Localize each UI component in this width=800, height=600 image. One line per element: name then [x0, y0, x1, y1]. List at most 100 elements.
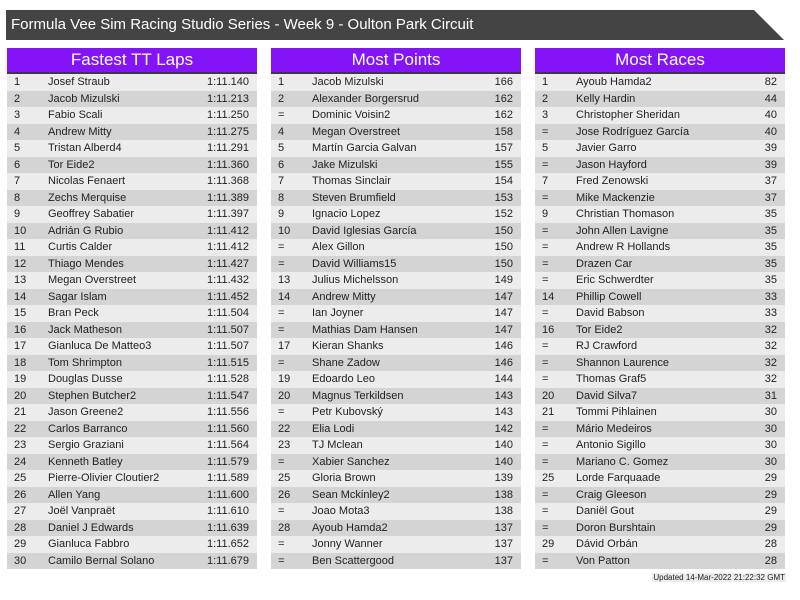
table-row: = Petr Kubovský 143	[271, 404, 521, 421]
driver-name: Jonny Wanner	[312, 538, 383, 550]
value: 32	[764, 373, 777, 385]
value: 146	[494, 356, 513, 369]
rank: 28	[14, 521, 27, 534]
driver-name: Carlos Barranco	[48, 422, 128, 435]
driver-name: Camilo Bernal Solano	[48, 554, 155, 567]
driver-name: Josef Straub	[48, 76, 110, 88]
table-row: 20 David Silva7 31	[535, 387, 785, 404]
driver-name: Jake Mizulski	[312, 158, 378, 171]
page-title: Formula Vee Sim Racing Studio Series - W…	[6, 10, 784, 40]
rank: 8	[278, 191, 285, 204]
driver-name: Drazen Car	[576, 257, 633, 270]
rank: 5	[278, 142, 285, 154]
rank: =	[278, 356, 285, 369]
value: 150	[494, 241, 513, 253]
table-row: 28 Daniel J Edwards 1:11.639	[7, 519, 257, 536]
driver-name: Phillip Cowell	[576, 290, 642, 303]
rank: 1	[14, 76, 21, 88]
table-row: = Eric Schwerdter 35	[535, 272, 785, 289]
value: 32	[764, 340, 777, 352]
table-row: 17 Kieran Shanks 146	[271, 338, 521, 355]
table-row: 7 Nicolas Fenaert 1:11.368	[7, 173, 257, 190]
table-row: 30 Camilo Bernal Solano 1:11.679	[7, 552, 257, 569]
driver-name: Von Patton	[576, 554, 630, 567]
driver-name: Jason Hayford	[576, 158, 647, 171]
value: 31	[764, 389, 777, 402]
driver-name: Thomas Graf5	[576, 373, 647, 385]
value: 1:11.360	[206, 158, 249, 171]
driver-name: RJ Crawford	[576, 340, 638, 352]
table-row: = Joao Mota3 138	[271, 503, 521, 520]
value: 1:11.560	[206, 422, 249, 435]
value: 158	[494, 125, 513, 138]
value: 137	[494, 521, 513, 534]
table-row: 13 Megan Overstreet 1:11.432	[7, 272, 257, 289]
table-row: = Dominic Voisin2 162	[271, 107, 521, 124]
table-row: = Mariano C. Gomez 30	[535, 453, 785, 470]
value: 1:11.412	[206, 224, 249, 237]
table-row: 13 Julius Michelsson 149	[271, 272, 521, 289]
rank: =	[278, 406, 285, 418]
value: 1:11.639	[206, 521, 249, 534]
table-row: = Antonio Sigillo 30	[535, 437, 785, 454]
table-row: 2 Jacob Mizulski 1:11.213	[7, 90, 257, 107]
driver-name: Zechs Merquise	[48, 191, 127, 204]
driver-name: Magnus Terkildsen	[312, 389, 404, 402]
table-row: 8 Steven Brumfield 153	[271, 189, 521, 206]
rank: 4	[278, 125, 285, 138]
value: 1:11.397	[206, 208, 249, 220]
driver-name: Mathias Dam Hansen	[312, 323, 418, 336]
value: 157	[494, 142, 513, 154]
value: 1:11.579	[206, 455, 249, 468]
table-row: 6 Jake Mizulski 155	[271, 156, 521, 173]
value: 147	[494, 307, 513, 319]
driver-name: Antonio Sigillo	[576, 439, 646, 451]
table-row: = Mike Mackenzie 37	[535, 189, 785, 206]
updated-timestamp: Updated 14-Mar-2022 21:22:32 GMT	[652, 573, 786, 582]
rank: =	[542, 488, 549, 501]
value: 1:11.564	[206, 439, 249, 451]
value: 138	[494, 488, 513, 501]
driver-name: Sergio Graziani	[48, 439, 124, 451]
table-row: 8 Zechs Merquise 1:11.389	[7, 189, 257, 206]
value: 153	[494, 191, 513, 204]
most-points-table: Most Points 1 Jacob Mizulski 166 2 Alexa…	[271, 48, 521, 569]
value: 35	[764, 257, 777, 270]
rank: =	[278, 307, 285, 319]
value: 149	[494, 274, 513, 286]
table-row: = David Williams15 150	[271, 255, 521, 272]
value: 32	[764, 323, 777, 336]
rank: =	[278, 241, 285, 253]
rank: 3	[14, 109, 21, 121]
rank: 10	[14, 224, 27, 237]
value: 1:11.140	[206, 76, 249, 88]
value: 29	[764, 505, 777, 517]
value: 40	[764, 109, 777, 121]
value: 35	[764, 241, 777, 253]
driver-name: Kieran Shanks	[312, 340, 384, 352]
table-row: 25 Gloria Brown 139	[271, 470, 521, 487]
driver-name: David Williams15	[312, 257, 397, 270]
value: 155	[494, 158, 513, 171]
value: 162	[494, 92, 513, 105]
table-row: 14 Andrew Mitty 147	[271, 288, 521, 305]
rank: 24	[14, 455, 27, 468]
rank: 6	[278, 158, 285, 171]
driver-name: Ignacio Lopez	[312, 208, 381, 220]
table-row: 2 Alexander Borgersrud 162	[271, 90, 521, 107]
driver-name: Gianluca De Matteo3	[48, 340, 152, 352]
rank: =	[542, 505, 549, 517]
rank: 21	[14, 406, 27, 418]
rank: 9	[542, 208, 549, 220]
value: 30	[764, 406, 777, 418]
driver-name: Nicolas Fenaert	[48, 175, 126, 187]
table-row: 16 Jack Matheson 1:11.507	[7, 321, 257, 338]
table-row: = Andrew R Hollands 35	[535, 239, 785, 256]
table-row: 5 Martín Garcia Galvan 157	[271, 140, 521, 157]
rank: 7	[14, 175, 21, 187]
rank: 20	[14, 389, 27, 402]
rank: 27	[14, 505, 27, 517]
driver-name: Curtis Calder	[48, 241, 113, 253]
driver-name: Mike Mackenzie	[576, 191, 655, 204]
value: 37	[764, 191, 777, 204]
